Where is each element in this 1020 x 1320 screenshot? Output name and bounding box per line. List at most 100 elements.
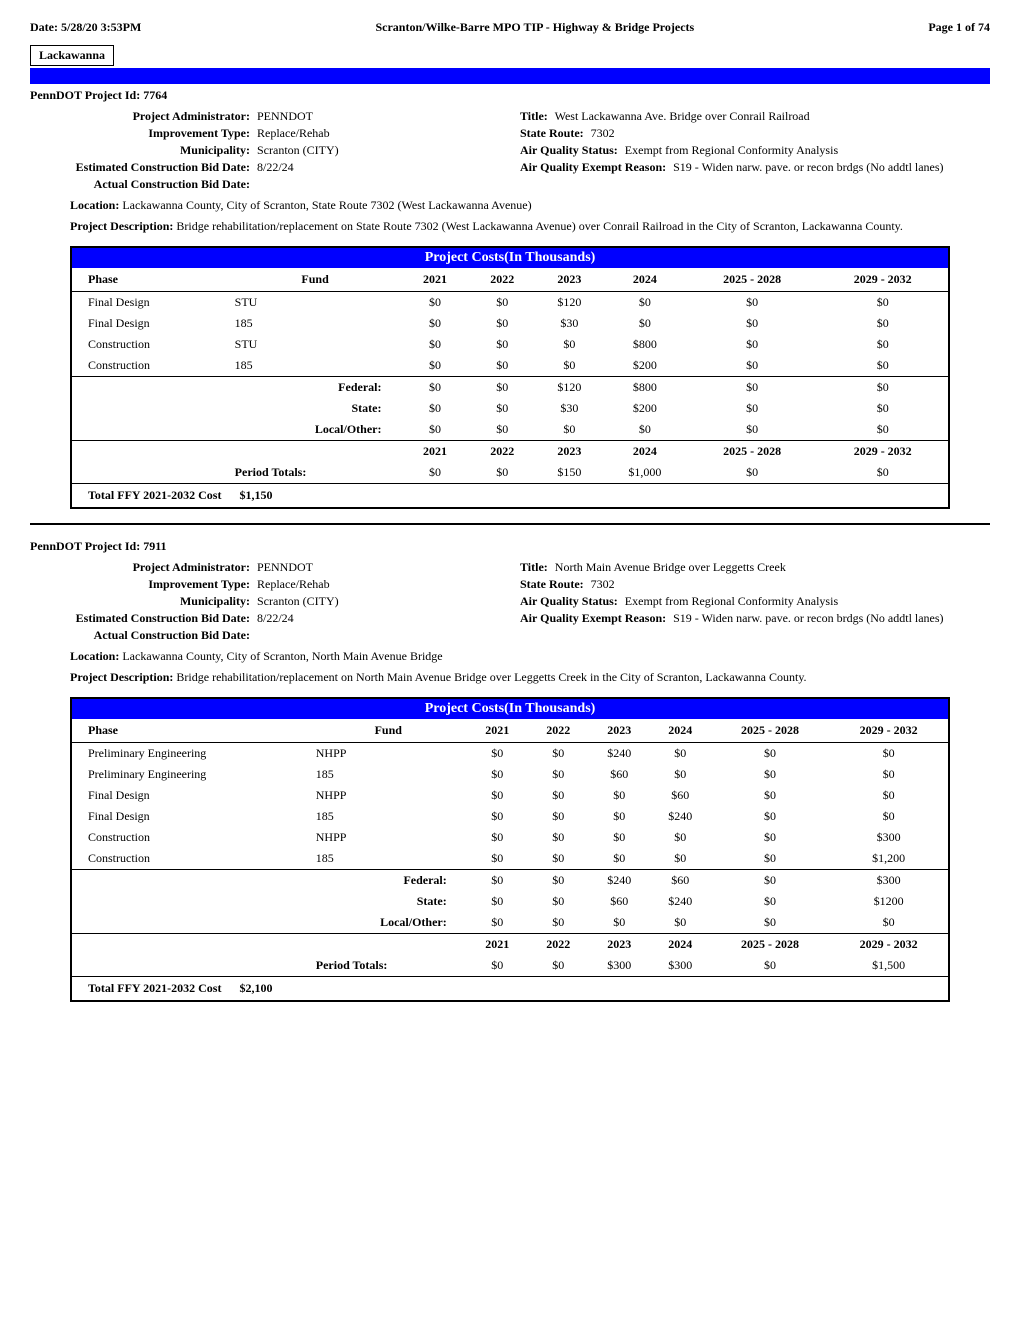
meta-field: Project Administrator: PENNDOT [30, 560, 500, 575]
table-header: Phase [72, 268, 229, 292]
table-cell: $0 [603, 292, 687, 314]
table-row: Preliminary EngineeringNHPP$0$0$240$0$0$… [72, 743, 948, 765]
table-cell: $1200 [829, 891, 948, 912]
header-title: Scranton/Wilke-Barre MPO TIP - Highway &… [375, 20, 694, 35]
table-cell: Local/Other: [310, 912, 467, 934]
table-header: 2029 - 2032 [817, 268, 948, 292]
table-cell: $0 [469, 292, 536, 314]
table-cell: 2025 - 2028 [687, 441, 818, 463]
table-cell [229, 441, 402, 463]
table-cell: Preliminary Engineering [72, 764, 310, 785]
project-id: PennDOT Project Id: 7764 [30, 88, 990, 103]
table-header: 2022 [469, 268, 536, 292]
table-cell: $0 [469, 377, 536, 399]
table-header: 2025 - 2028 [687, 268, 818, 292]
table-cell: $0 [687, 419, 818, 441]
table-row: Preliminary Engineering185$0$0$60$0$0$0 [72, 764, 948, 785]
meta-value: Exempt from Regional Conformity Analysis [625, 143, 838, 157]
table-cell: $0 [528, 827, 589, 848]
table-cell: $800 [603, 334, 687, 355]
location-value: Lackawanna County, City of Scranton, Sta… [122, 198, 531, 212]
meta-value: Exempt from Regional Conformity Analysis [625, 594, 838, 608]
table-header: 2021 [401, 268, 468, 292]
table-cell: $120 [536, 377, 603, 399]
meta-field: Municipality: Scranton (CITY) [30, 594, 500, 609]
table-cell [72, 419, 229, 441]
project-id-value: 7764 [143, 88, 167, 102]
table-cell: Final Design [72, 785, 310, 806]
total-label: Total FFY 2021-2032 Cost [88, 981, 221, 995]
table-cell: $0 [603, 419, 687, 441]
table-cell: $0 [469, 462, 536, 483]
table-cell: 2022 [528, 934, 589, 956]
table-cell: 2021 [467, 934, 528, 956]
project-location: Location: Lackawanna County, City of Scr… [70, 198, 990, 213]
table-cell: $0 [829, 785, 948, 806]
table-total-line: Total FFY 2021-2032 Cost $2,100 [72, 976, 948, 1000]
costs-table-wrap: Project Costs(In Thousands) PhaseFund202… [70, 246, 950, 509]
table-cell: STU [229, 292, 402, 314]
meta-value: S19 - Widen narw. pave. or recon brdgs (… [673, 611, 943, 625]
table-cell: 185 [229, 355, 402, 377]
table-cell: $0 [589, 912, 650, 934]
meta-field: Improvement Type: Replace/Rehab [30, 577, 500, 592]
table-cell [72, 870, 310, 892]
table-cell: Construction [72, 827, 310, 848]
table-cell: $0 [817, 334, 948, 355]
table-cell: $0 [401, 334, 468, 355]
costs-table: PhaseFund20212022202320242025 - 20282029… [72, 719, 948, 976]
table-cell: $0 [817, 377, 948, 399]
table-cell: $60 [589, 764, 650, 785]
description-label: Project Description: [70, 219, 173, 233]
table-row: Construction185$0$0$0$0$0$1,200 [72, 848, 948, 870]
table-cell: Final Design [72, 292, 229, 314]
table-cell: $0 [711, 955, 830, 976]
meta-field: Improvement Type: Replace/Rehab [30, 126, 500, 141]
table-row: ConstructionSTU$0$0$0$800$0$0 [72, 334, 948, 355]
meta-field: Air Quality Status: Exempt from Regional… [520, 143, 990, 158]
table-cell: $0 [467, 955, 528, 976]
table-row: Final Design185$0$0$0$240$0$0 [72, 806, 948, 827]
table-cell: 2029 - 2032 [817, 441, 948, 463]
table-cell: $30 [536, 398, 603, 419]
meta-field: Title: North Main Avenue Bridge over Leg… [520, 560, 990, 575]
table-cell: $1,000 [603, 462, 687, 483]
table-cell: $0 [528, 764, 589, 785]
table-cell: $0 [687, 462, 818, 483]
table-subtotal-row: Federal:$0$0$240$60$0$300 [72, 870, 948, 892]
county-label: Lackawanna [30, 45, 114, 66]
table-cell [72, 934, 310, 956]
table-cell: NHPP [310, 827, 467, 848]
table-cell: $0 [401, 377, 468, 399]
table-cell [72, 398, 229, 419]
table-row: Final DesignNHPP$0$0$0$60$0$0 [72, 785, 948, 806]
table-cell: Period Totals: [229, 462, 402, 483]
table-row: ConstructionNHPP$0$0$0$0$0$300 [72, 827, 948, 848]
table-cell: $0 [829, 912, 948, 934]
table-cell: $0 [467, 848, 528, 870]
project-meta: Project Administrator: PENNDOT Title: We… [30, 109, 990, 192]
table-cell: $0 [589, 827, 650, 848]
table-row: Final DesignSTU$0$0$120$0$0$0 [72, 292, 948, 314]
meta-field [520, 628, 990, 643]
meta-value: Replace/Rehab [257, 577, 330, 591]
table-cell: $0 [711, 785, 830, 806]
meta-value: S19 - Widen narw. pave. or recon brdgs (… [673, 160, 943, 174]
table-cell: $0 [469, 313, 536, 334]
meta-field: Actual Construction Bid Date: [30, 177, 500, 192]
table-header: 2025 - 2028 [711, 719, 830, 743]
table-cell: $0 [467, 912, 528, 934]
table-cell: $0 [467, 806, 528, 827]
meta-value: 7302 [591, 126, 615, 140]
meta-value: Replace/Rehab [257, 126, 330, 140]
table-cell: $0 [829, 743, 948, 765]
table-cell: $0 [687, 377, 818, 399]
description-label: Project Description: [70, 670, 173, 684]
header-date: Date: 5/28/20 3:53PM [30, 20, 141, 35]
meta-label: Air Quality Status: [520, 594, 618, 609]
total-label: Total FFY 2021-2032 Cost [88, 488, 221, 502]
meta-label: Improvement Type: [70, 126, 250, 141]
table-cell: $0 [711, 806, 830, 827]
meta-value: West Lackawanna Ave. Bridge over Conrail… [555, 109, 810, 123]
description-value: Bridge rehabilitation/replacement on Sta… [176, 219, 902, 233]
